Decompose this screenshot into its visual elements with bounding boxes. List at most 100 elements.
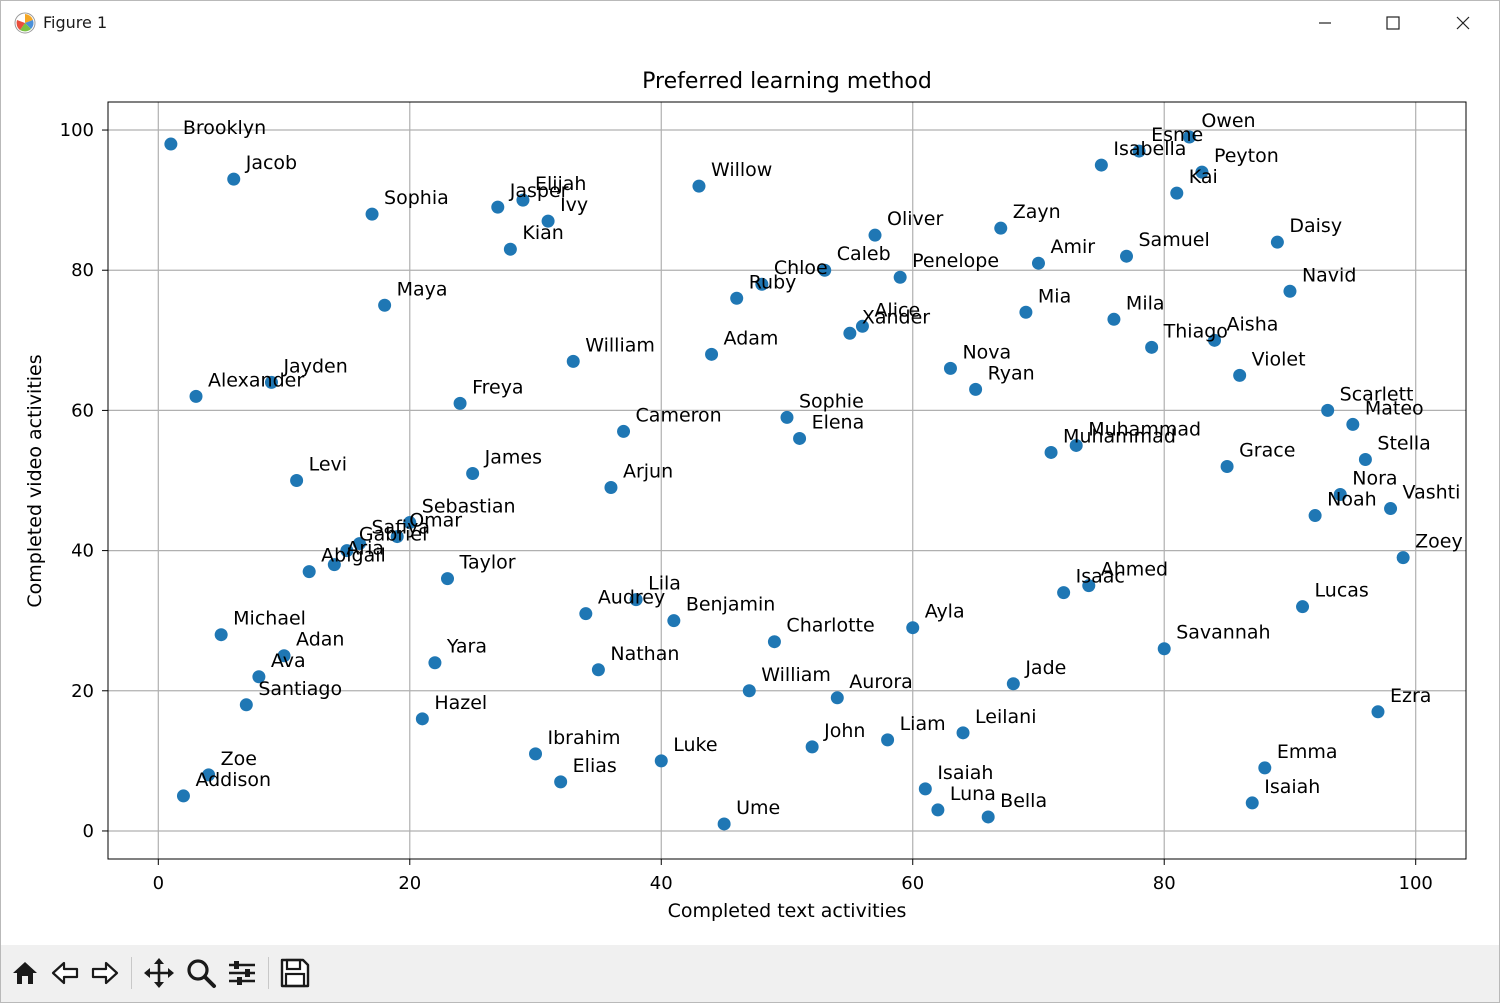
point-label: Safiya: [371, 517, 430, 539]
data-point: [428, 656, 442, 670]
back-button[interactable]: [47, 955, 83, 991]
data-point: [1258, 761, 1272, 775]
chart-title: Preferred learning method: [642, 69, 932, 94]
minimize-button[interactable]: [1291, 1, 1359, 45]
point-label: Elijah: [535, 173, 587, 195]
data-point: [290, 474, 304, 487]
point-label: Adan: [296, 629, 344, 651]
maximize-button[interactable]: [1359, 1, 1427, 45]
pan-icon: [144, 958, 174, 988]
x-tick-label: 40: [650, 873, 673, 894]
point-label: Zayn: [1013, 201, 1061, 223]
point-label: Maya: [397, 278, 448, 300]
point-label: Alice: [874, 299, 920, 321]
figure-canvas[interactable]: 0 20 40 60 80 100 0 20 40 60 80 100 Brooklyn Jacob So…: [1, 45, 1499, 945]
forward-icon: [91, 961, 119, 985]
point-label: Isaac: [1076, 566, 1125, 588]
data-point: [918, 782, 932, 796]
data-point: [579, 607, 593, 621]
data-point: [667, 614, 681, 628]
data-point: [818, 263, 832, 277]
save-button[interactable]: [277, 955, 313, 991]
data-point: [554, 775, 568, 789]
point-label: Jayden: [282, 355, 347, 377]
point-label: Yara: [446, 636, 487, 658]
y-tick-label: 0: [83, 821, 94, 842]
point-label: Oliver: [887, 208, 943, 230]
data-point: [541, 214, 555, 228]
data-point: [1296, 600, 1310, 614]
point-label: Brooklyn: [183, 117, 266, 139]
home-button[interactable]: [7, 955, 43, 991]
point-label: William: [761, 664, 831, 686]
point-label: Aurora: [849, 671, 913, 693]
data-point: [164, 137, 178, 151]
data-point: [1006, 677, 1020, 691]
data-point: [441, 572, 454, 586]
data-point: [390, 530, 404, 544]
data-point: [767, 635, 781, 649]
point-label: Grace: [1239, 439, 1295, 461]
data-point: [1245, 796, 1259, 810]
configure-subplots-button[interactable]: [224, 955, 260, 991]
point-label: Penelope: [912, 250, 999, 272]
point-label: Nora: [1352, 468, 1397, 490]
data-point: [529, 747, 543, 761]
data-point: [378, 298, 392, 312]
point-label: Sophia: [384, 187, 449, 209]
title-bar: Figure 1: [1, 1, 1499, 45]
point-label: Navid: [1302, 264, 1356, 286]
forward-button[interactable]: [87, 955, 123, 991]
point-label: Nova: [962, 341, 1011, 363]
point-label: Santiago: [258, 678, 342, 700]
data-point: [516, 193, 530, 207]
x-tick-label: 100: [1399, 873, 1433, 894]
data-point: [252, 670, 266, 684]
point-label: Omar: [409, 510, 462, 532]
data-point: [352, 537, 366, 551]
point-label: Isabella: [1113, 138, 1186, 160]
data-point: [566, 354, 580, 368]
data-point: [1195, 165, 1209, 179]
point-label: Sebastian: [422, 496, 516, 518]
data-point: [1220, 459, 1234, 473]
navigation-toolbar: [1, 945, 1499, 1002]
close-button[interactable]: [1429, 1, 1497, 45]
data-point: [403, 516, 417, 530]
point-label: John: [823, 720, 865, 742]
home-icon: [13, 962, 37, 984]
data-point: [202, 768, 216, 782]
pan-button[interactable]: [141, 955, 177, 991]
y-tick-label: 40: [71, 541, 94, 562]
y-tick-label: 60: [71, 400, 94, 421]
back-icon: [51, 961, 79, 985]
point-label: Esme: [1151, 124, 1203, 146]
x-tick-label: 80: [1153, 873, 1176, 894]
point-label: Ahmed: [1101, 559, 1168, 581]
data-point: [1308, 509, 1322, 523]
data-point: [302, 565, 316, 579]
data-point: [466, 466, 480, 480]
save-icon: [280, 958, 310, 988]
data-point: [277, 649, 291, 663]
zoom-button[interactable]: [183, 955, 219, 991]
data-point: [227, 172, 241, 186]
point-label: Kian: [522, 222, 563, 244]
point-label: Scarlett: [1340, 383, 1414, 405]
data-point: [1182, 130, 1196, 144]
x-tick-label: 60: [901, 873, 924, 894]
maximize-icon: [1386, 16, 1400, 30]
data-points: [164, 130, 1410, 831]
point-label: Aisha: [1227, 313, 1279, 335]
point-label: Muhammad: [1088, 418, 1201, 440]
data-point: [1044, 445, 1058, 459]
point-label: Chloe: [774, 257, 828, 279]
data-point: [1346, 417, 1360, 431]
data-point: [755, 277, 769, 291]
y-axis-label: Completed video activities: [24, 354, 46, 607]
point-label: Ava: [271, 650, 306, 672]
point-label: Audrey: [598, 587, 665, 609]
data-point: [893, 270, 907, 284]
point-label: Violet: [1252, 348, 1306, 370]
